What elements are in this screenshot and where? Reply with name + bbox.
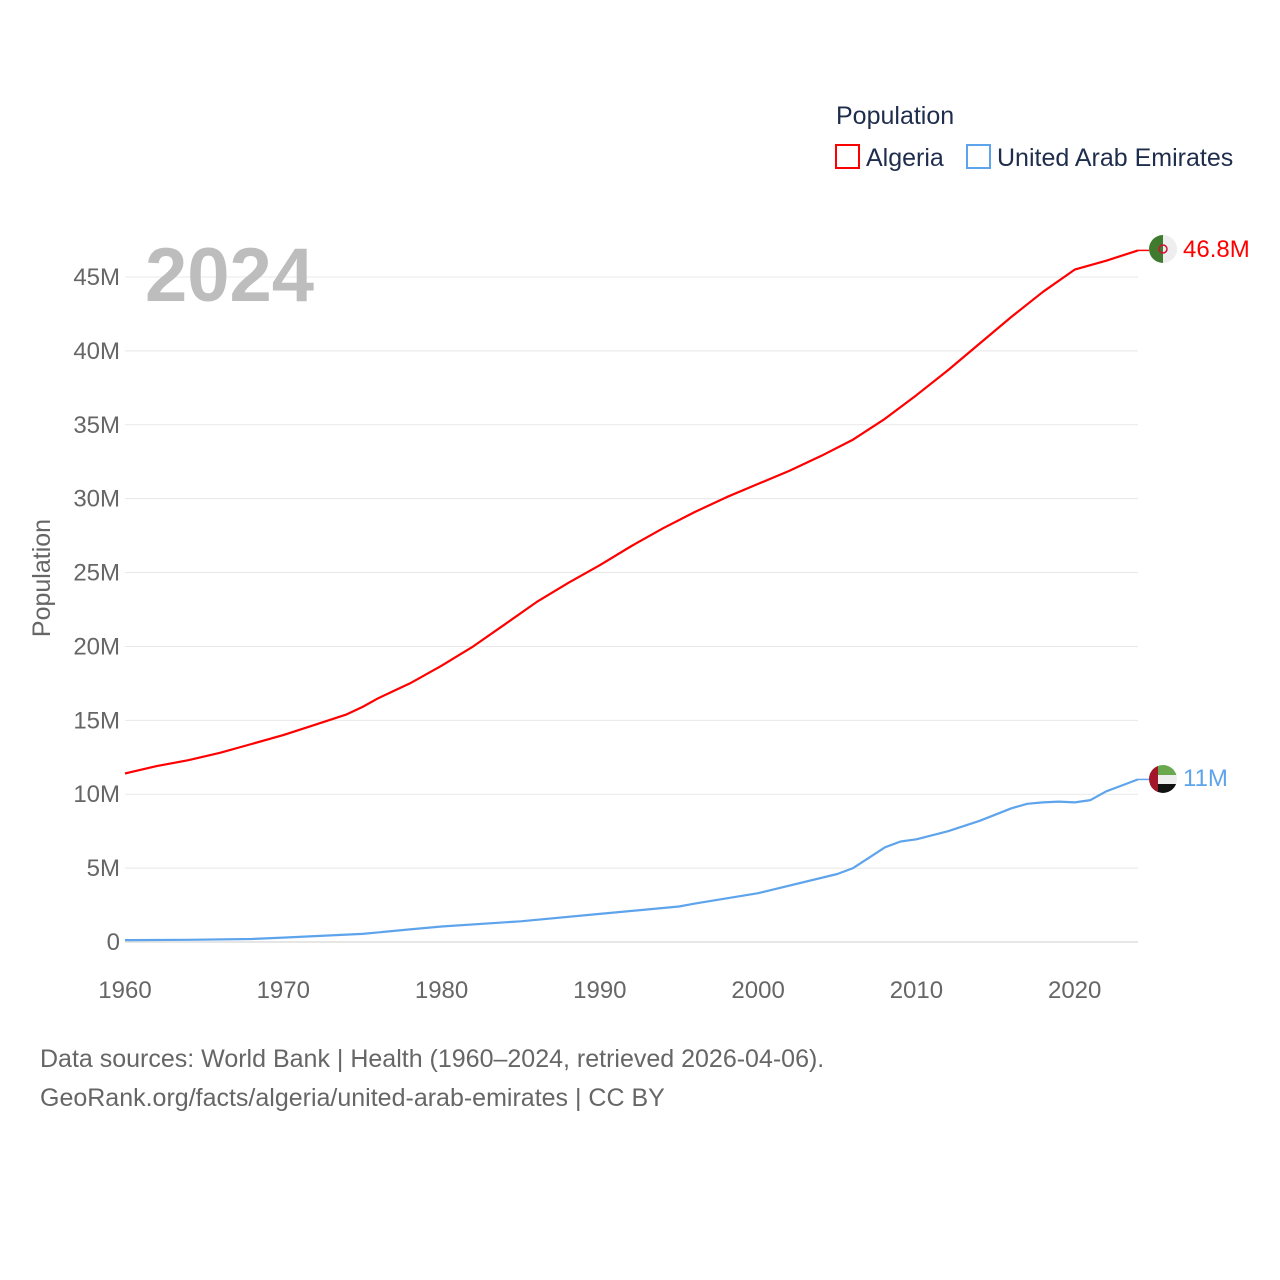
series-line-algeria: [124, 249, 1139, 775]
series-line-uae: [124, 778, 1139, 942]
year-watermark: 2024: [145, 233, 314, 318]
legend-label: Algeria: [866, 144, 944, 172]
x-tick-label: 1990: [573, 977, 626, 1004]
footer-source: Data sources: World Bank | Health (1960–…: [40, 1045, 825, 1073]
x-tick-label: 2020: [1048, 977, 1101, 1004]
legend-item-algeria[interactable]: Algeria: [835, 144, 944, 172]
x-ticks: 1960 1970 1980 1990 2000 2010 2020: [98, 977, 1101, 1004]
y-tick-label: 0: [107, 929, 120, 956]
y-tick-label: 20M: [73, 633, 120, 660]
x-tick-label: 1970: [257, 977, 310, 1004]
x-tick-label: 1960: [98, 977, 151, 1004]
y-tick-label: 5M: [87, 855, 120, 882]
x-tick-label: 1980: [415, 977, 468, 1004]
legend-label: United Arab Emirates: [997, 144, 1233, 172]
algeria-flag-icon: [1149, 235, 1177, 263]
x-tick-label: 2010: [890, 977, 943, 1004]
y-tick-label: 30M: [73, 486, 120, 513]
y-tick-label: 15M: [73, 707, 120, 734]
grid: [125, 276, 1138, 943]
legend-swatch: [835, 144, 860, 169]
y-tick-label: 35M: [73, 412, 120, 439]
y-axis-label: Population: [28, 519, 56, 637]
uae-flag-icon: [1149, 765, 1177, 793]
y-tick-label: 25M: [73, 560, 120, 587]
footer-link[interactable]: GeoRank.org/facts/algeria/united-arab-em…: [40, 1084, 665, 1112]
x-tick-label: 2000: [731, 977, 784, 1004]
y-tick-label: 45M: [73, 264, 120, 291]
y-ticks: 0 5M 10M 15M 20M 25M 30M 35M 40M 45M: [73, 264, 120, 956]
legend-title: Population: [836, 102, 954, 130]
legend-item-uae[interactable]: United Arab Emirates: [966, 144, 1233, 172]
end-label-algeria: 46.8M: [1183, 236, 1250, 263]
legend-swatch: [966, 144, 991, 169]
end-label-uae: 11M: [1183, 765, 1228, 792]
y-tick-label: 10M: [73, 781, 120, 808]
y-tick-label: 40M: [73, 338, 120, 365]
